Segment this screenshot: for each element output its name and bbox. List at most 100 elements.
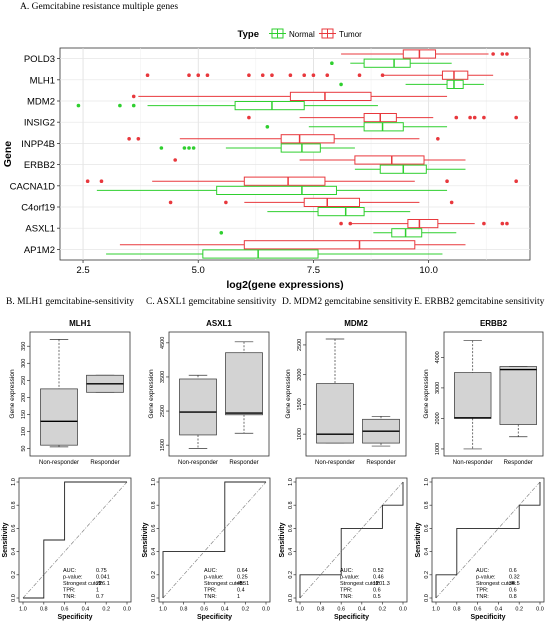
boxplot-mdm2: MDM2 1000 1500 2000 2500 Gene expression Non-r… [285,319,407,466]
stat-value: 0.6 [509,588,517,594]
outlier-point [205,73,210,77]
panel-e-charts: ERBB2 1000 2000 3000 4000 Gene expression Non-… [415,319,545,621]
outlier-point [311,73,316,77]
outlier-point [472,115,477,120]
y-tick-label: 0.0 [11,594,17,602]
x-tick-label: 0.8 [40,607,48,613]
box-iqr [499,366,537,425]
outlier-point [260,73,265,77]
x-tick-label: 0.8 [453,607,461,613]
stat-label: TPR: [476,588,489,594]
y-tick-label: 0.0 [288,594,294,602]
stat-label: p-value: [204,575,224,581]
box-iqr [441,70,469,80]
outlier-point [219,231,224,235]
x-tick-label: 0.0 [262,607,270,613]
caption-panel-b: B. MLH1 gemcitabine-sensitivity [6,297,134,307]
outlier-point [454,115,459,120]
x-tick-label: 0.0 [399,607,407,613]
gene-ap1m2 [106,240,466,259]
stat-value: 34.5 [509,581,520,587]
x-tick-label: 0.0 [536,607,544,613]
box-tumor [145,70,494,80]
y-tick-label: INPP4B [21,139,55,150]
stat-value: 1 [96,588,99,594]
y-tick-label: 0.2 [424,571,430,579]
outlier-point [145,73,150,77]
x-tick-label: 0.4 [221,607,229,613]
boxplot-mlh1: MLH1 50 100 150 200 250 300 350 Gene expression N… [9,319,131,466]
box-responder [499,366,537,438]
y-tick-label: 0.8 [11,501,17,509]
legend-title: Type [238,29,259,40]
box-responder [86,374,124,393]
box-tumor [168,197,454,208]
outlier-point [505,221,509,226]
box-tumor [173,155,466,165]
stat-label: TNR: [204,594,217,600]
x-tick-label: Responder [90,460,119,466]
stat-value: 226.1 [96,581,110,587]
y-tick-label: C4orf19 [21,203,55,214]
x-tick-label: 1.0 [296,607,304,613]
x-tick-label: 0.4 [82,607,90,613]
outlier-point [468,115,472,120]
stat-label: p-value: [63,575,83,581]
legend-key-normal: Normal [269,28,315,39]
y-tick-label: 1500 [160,439,166,451]
stat-label: AUC: [204,568,218,574]
y-tick-label: ERBB2 [24,160,55,171]
x-axis-label: log2(gene expressions) [226,279,343,291]
box-iqr [354,155,425,165]
y-axis-label: Gene expression [423,369,430,419]
roc-mlh1: 1.0 0.8 0.6 0.4 0.2 0.0 0.0 0.2 0.4 0.6 0.8 1.0 Spec… [2,477,132,621]
y-tick-label: 1500 [297,398,303,410]
outlier-point [505,52,509,56]
roc-diagonal [22,481,128,599]
x-axis-label: Specificity [334,614,369,621]
outlier-point [436,137,440,141]
y-tick-label: 1000 [435,443,441,455]
outlier-point [99,179,104,183]
outlier-point [118,103,122,108]
x-tick-label: 0.6 [337,607,345,613]
outlier-point [187,146,191,150]
outlier-point [482,221,486,226]
x-tick-label: 0.6 [200,607,208,613]
stat-label: Strongest cutoff: [63,581,103,587]
y-tick-label: 250 [21,376,27,385]
y-tick-label: 1.0 [288,478,294,486]
roc-asxl1: 1.0 0.8 0.6 0.4 0.2 0.0 0.0 0.2 0.4 0.6 0.8 1.0 Spec… [142,477,271,621]
y-tick-label: POLD3 [24,54,55,65]
outlier-point [159,146,164,150]
y-tick-label: ASXL1 [25,224,55,235]
outlier-point [224,200,228,205]
x-axis-label: Specificity [470,614,505,621]
y-axis-label: Gene expression [285,369,292,419]
x-tick-label: 1.0 [159,607,167,613]
roc-curve [23,481,127,599]
stat-label: TPR: [204,588,217,594]
outlier-point [380,73,385,77]
panel-d-charts: MDM2 1000 1500 2000 2500 Gene expression Non-r… [279,319,408,621]
outlier-point [482,115,486,120]
stat-value: 0.75 [96,568,107,574]
stat-label: p-value: [340,575,360,581]
box-tumor [85,176,518,186]
gene-mdm2 [76,91,448,111]
y-tick-label: AP1M2 [24,245,55,256]
y-tick-label: 0.4 [11,548,17,556]
stat-value: 0.46 [373,575,384,581]
y-tick-label: 0.2 [151,571,157,579]
y-tick-label: 0.4 [424,548,430,556]
box-tumor [341,49,509,59]
gene-insig2 [247,113,518,132]
outlier-point [76,103,81,108]
stat-label: TNR: [63,594,76,600]
outlier-point [288,73,293,77]
outlier-point [445,179,449,183]
boxplot-erbb2: ERBB2 1000 2000 3000 4000 Gene expression Non-… [423,319,544,466]
outlier-point [514,179,518,183]
